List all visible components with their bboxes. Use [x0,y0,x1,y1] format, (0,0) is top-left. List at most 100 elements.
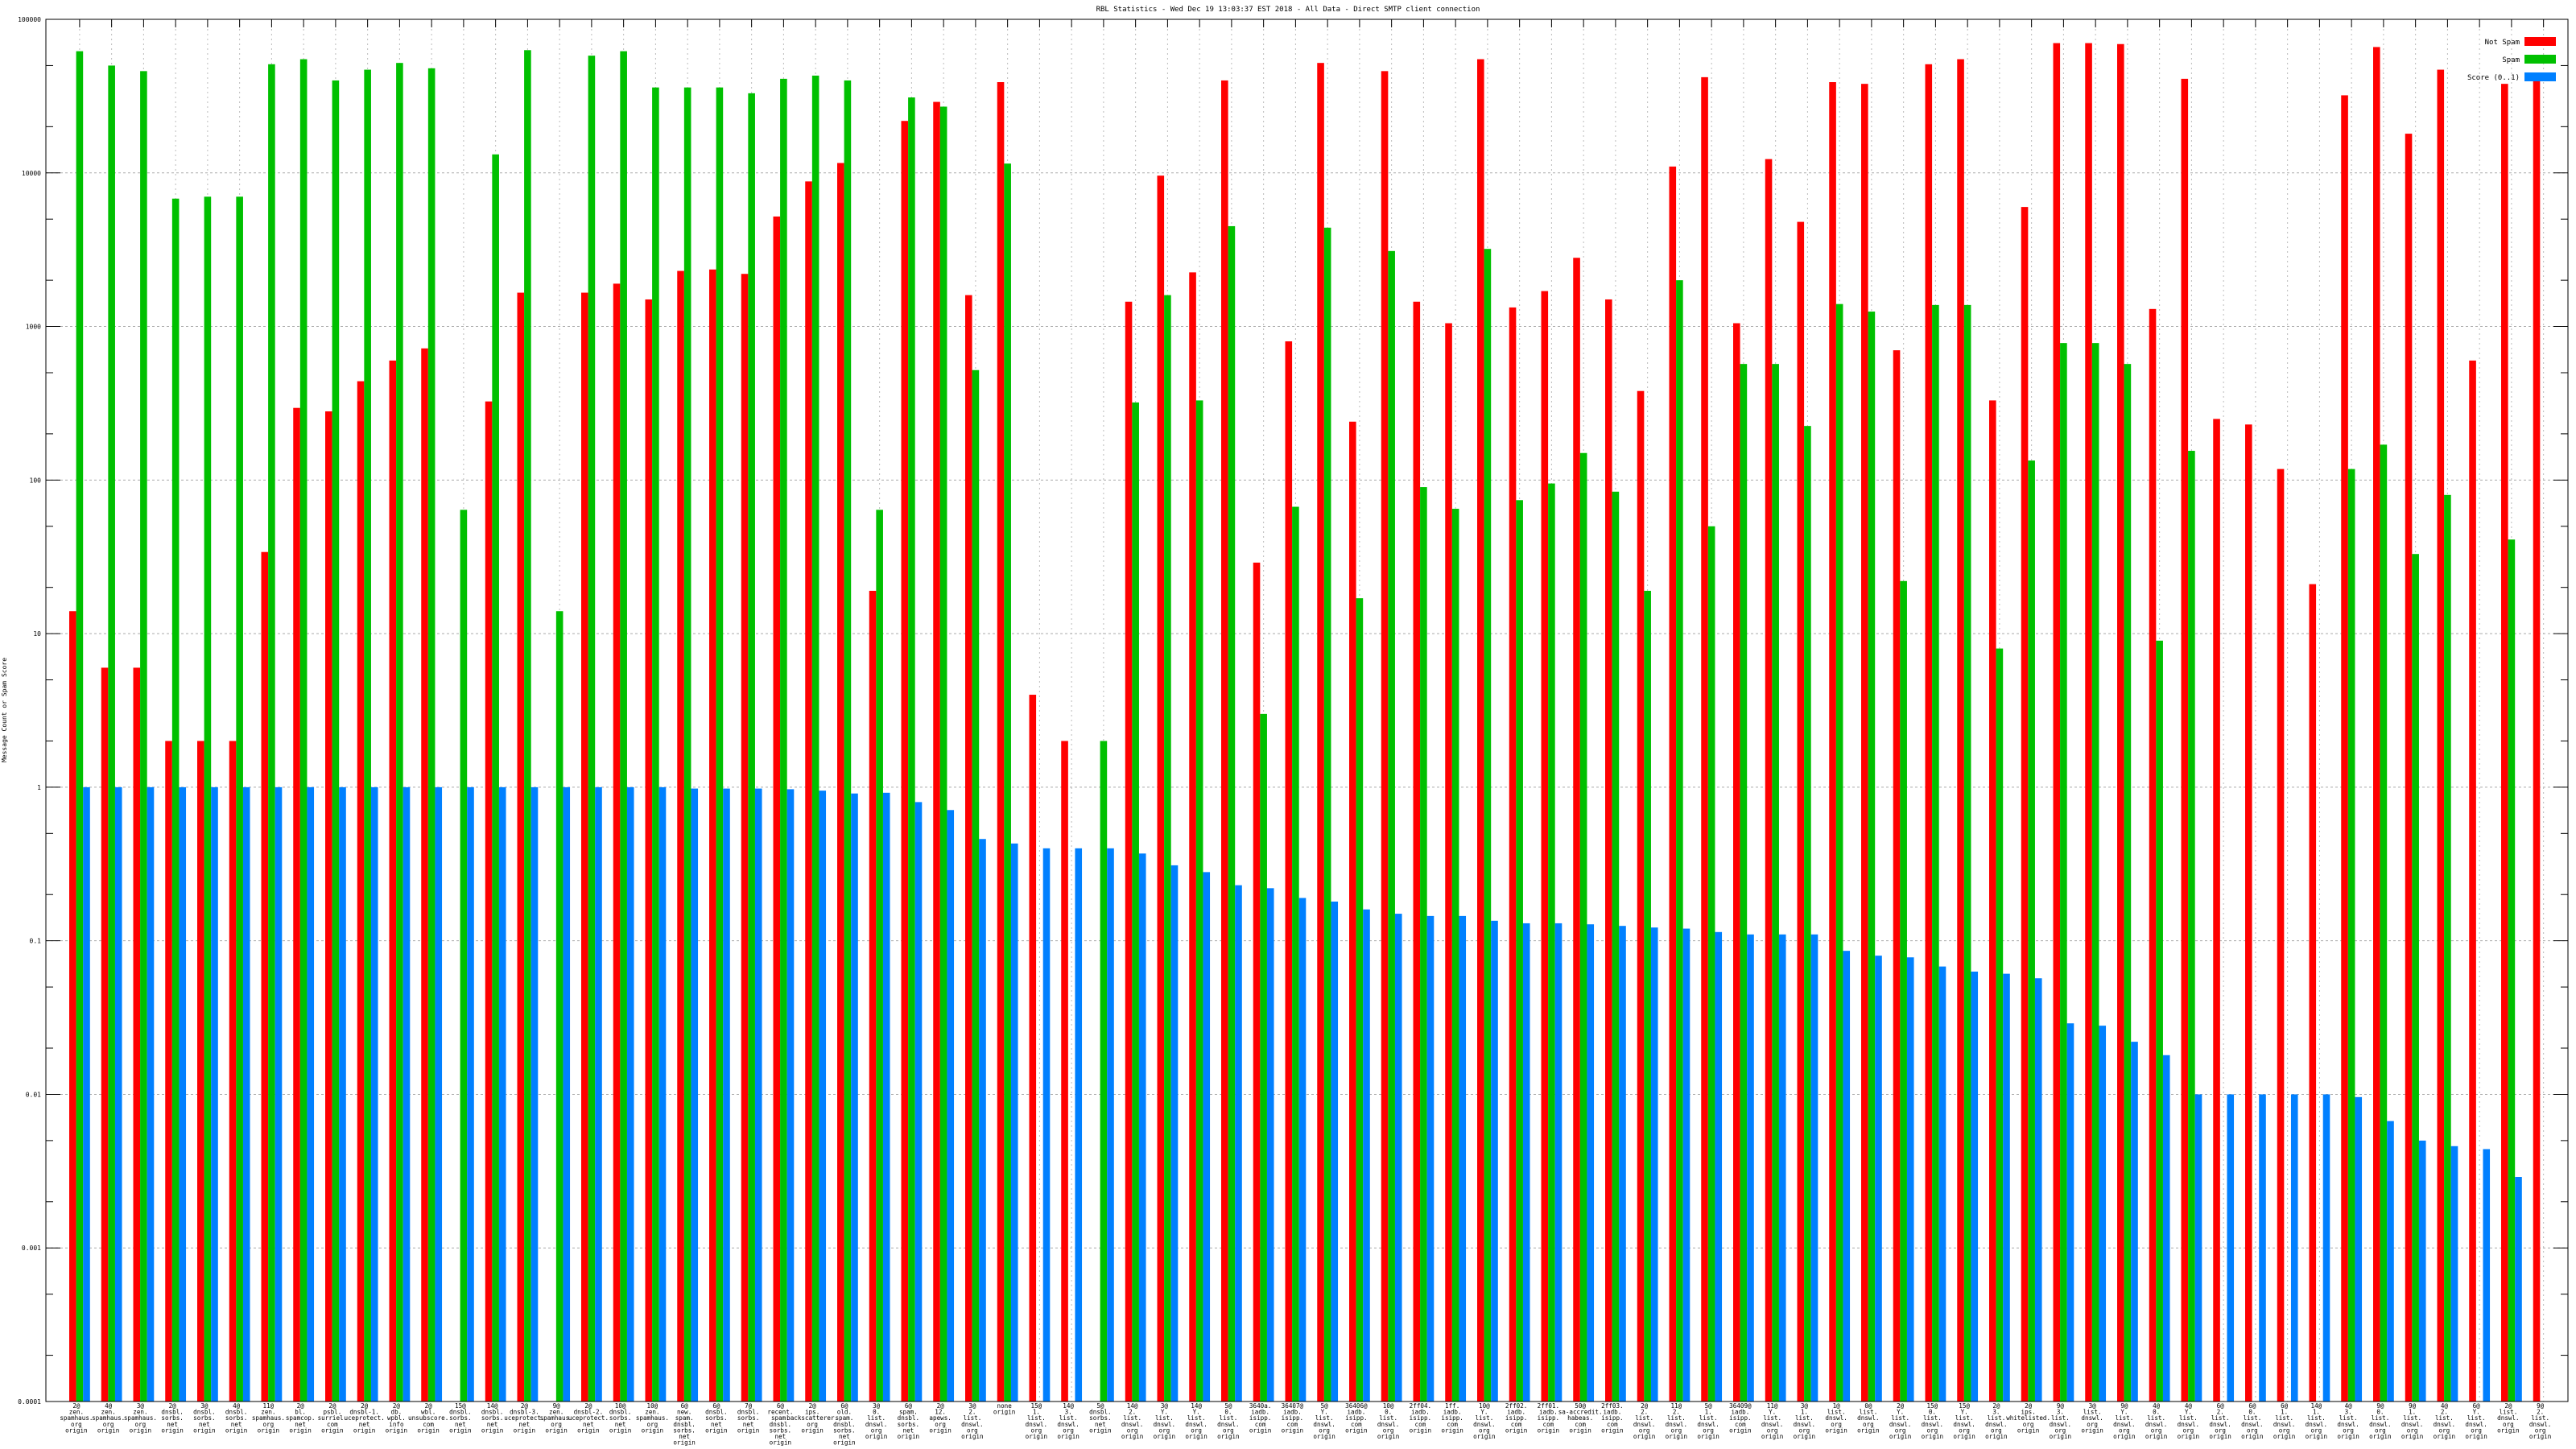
bar-not-spam [933,101,940,1402]
x-tick-label-line: origin [2337,1433,2359,1440]
bar-score-0-1 [1810,934,1818,1402]
x-tick-label-line: origin [1922,1433,1943,1440]
x-tick-label-line: list. [1923,1414,1942,1422]
x-tick-label-line: origin [705,1426,727,1434]
bar-not-spam [2213,419,2220,1402]
x-tick-label: 5@ Y. list. dnswl. org origin [1313,1402,1335,1440]
x-tick-label-line: spam. [675,1414,694,1422]
x-tick-label-line: list. [2147,1414,2165,1422]
x-tick-label-line: 2. [1129,1409,1136,1416]
x-tick-label-line: dnswl. [1922,1421,1943,1428]
bar-not-spam [1669,166,1677,1402]
bar-not-spam [805,181,812,1402]
bar-spam [1388,250,1395,1402]
x-tick-label-line: net [167,1421,178,1428]
bar-not-spam [773,216,781,1402]
x-tick-label: 9@ 1. list. dnswl. org origin [2401,1402,2423,1440]
x-tick-label-line: dnswl. [2337,1421,2359,1428]
bar-score-0-1 [2450,1146,2458,1402]
bar-spam [2060,343,2067,1402]
bar-not-spam [69,611,76,1402]
x-tick-label-line: dnsbl. [449,1409,471,1416]
bar-score-0-1 [1426,915,1435,1402]
x-tick-label-line: info [389,1421,404,1428]
x-tick-label-line: com [1447,1421,1458,1428]
bar-score-0-1 [658,786,667,1402]
x-tick-label-line: com [1287,1421,1298,1428]
x-tick-label-line: spamhaus. [636,1414,669,1422]
x-tick-label-line: org [551,1421,562,1428]
x-tick-label-line: origin [1569,1426,1591,1434]
x-tick-label-line: org [871,1426,882,1434]
x-tick-label-line: 9@ [2120,1402,2128,1410]
bar-not-spam [485,401,493,1402]
x-tick-label-line: 6@ [777,1402,785,1410]
bar-score-0-1 [307,786,315,1402]
x-tick-label-line: list. [1059,1414,1078,1422]
x-tick-label: 2@ list. dnswl. org origin [2497,1402,2519,1434]
bar-not-spam [2373,47,2380,1402]
x-tick-label-line: wbl. [421,1409,436,1416]
bar-score-0-1 [2034,978,2042,1402]
x-tick-label-line: sa-accredit. [1558,1409,1603,1416]
bar-not-spam [2021,207,2029,1402]
x-tick-label: 11@ zen. spamhaus. org origin [252,1402,285,1434]
y-tick-label: 100000 [18,16,41,23]
x-tick-label-line: origin [1889,1433,1911,1440]
bar-not-spam [1317,63,1324,1402]
bar-spam [427,68,436,1402]
bar-score-0-1 [435,786,443,1402]
bar-score-0-1 [1682,928,1690,1402]
x-tick-label-line: origin [97,1426,119,1434]
x-tick-label-line: net [231,1421,242,1428]
x-tick-label-line: 10@ [1479,1402,1490,1410]
x-tick-label-line: 2ff02. [1505,1402,1527,1410]
bar-score-0-1 [467,786,474,1402]
x-tick-label-line: net [583,1421,594,1428]
x-tick-label: 6@ 1. list. dnswl. org origin [2273,1402,2295,1440]
bar-spam [1740,364,1748,1402]
x-tick-label-line: 36407@ [1282,1402,1304,1410]
bar-spam [1164,295,1171,1402]
y-tick-label: 0.1 [30,938,42,945]
bar-score-0-1 [1138,853,1146,1402]
y-tick-label: 1000 [26,324,41,331]
bar-spam [1356,598,1364,1402]
x-tick-label: 10@ 0. list. dnswl. org origin [1377,1402,1399,1440]
bar-not-spam [1509,307,1517,1402]
x-tick-label-line: dnswl. [2241,1421,2263,1428]
x-tick-label-line: origin [481,1426,503,1434]
bar-spam [1484,249,1492,1402]
x-tick-label-line: origin [1761,1433,1783,1440]
bar-spam [1451,509,1459,1402]
x-tick-label: 2@ zen. spamhaus. org origin [60,1402,93,1434]
x-tick-label-line: 15@ [1959,1402,1970,1410]
bar-score-0-1 [691,788,699,1402]
x-tick-label-line: org [1479,1426,1490,1434]
bar-score-0-1 [1715,931,1723,1402]
x-tick-label-line: sorbs. [481,1414,503,1422]
x-tick-label-line: 2ff01. [1538,1402,1559,1410]
x-tick-label-line: list. [1379,1414,1397,1422]
x-tick-label-line: zen. [101,1409,116,1416]
bar-spam [1963,304,1971,1402]
x-tick-label-line: org [1223,1426,1234,1434]
x-tick-label-line: 1. [2281,1409,2288,1416]
x-tick-label-line: dnswl. [1953,1421,1975,1428]
x-tick-label-line: org [1831,1421,1842,1428]
bar-score-0-1 [1650,927,1658,1402]
x-tick-label-line: org [647,1421,658,1428]
x-tick-label-line: spamhaus. [540,1414,573,1422]
bar-spam [1868,312,1876,1402]
bar-score-0-1 [275,786,283,1402]
x-tick-label-line: origin [2209,1433,2231,1440]
x-tick-label-line: net [903,1426,914,1434]
x-tick-label-line: 2. [1641,1409,1648,1416]
y-axis: 100000 10000 1000 100 10 1 0.1 0.01 0.001 0.0001 [18,16,2568,1406]
x-tick-label-line: iadb. [1731,1409,1749,1416]
bar-not-spam [1253,562,1261,1402]
bar-not-spam [2309,584,2317,1402]
x-tick-label-line: 11@ [1671,1402,1682,1410]
x-tick-label: 5@ dnsbl. sorbs. net origin [1089,1402,1111,1434]
